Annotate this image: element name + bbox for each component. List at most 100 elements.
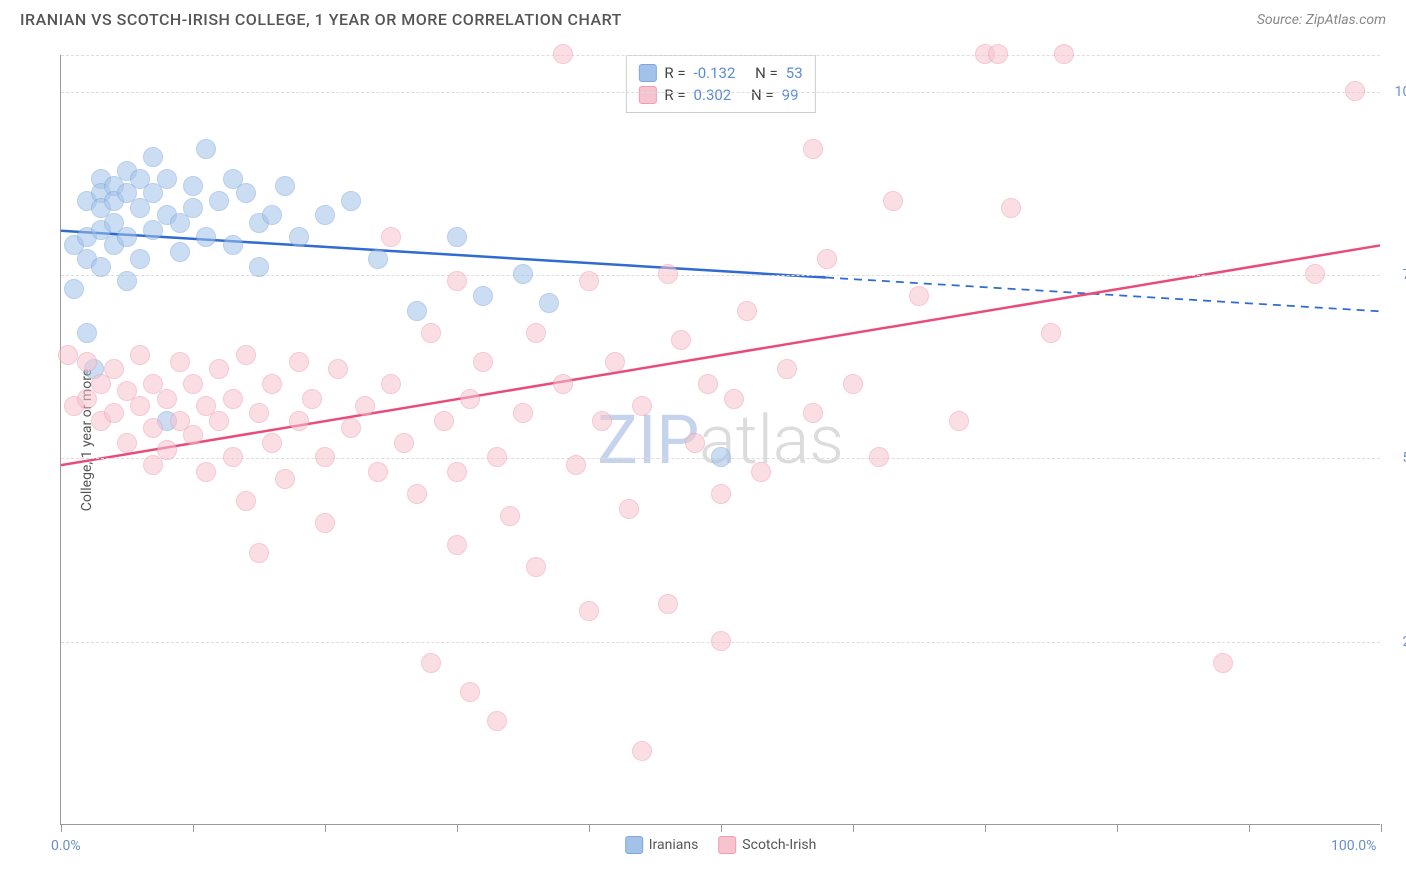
data-point bbox=[447, 271, 467, 291]
data-point bbox=[130, 249, 150, 269]
source-attribution: Source: ZipAtlas.com bbox=[1257, 12, 1386, 28]
legend-label-iranians: Iranians bbox=[649, 837, 699, 853]
data-point bbox=[117, 271, 137, 291]
data-point bbox=[275, 176, 295, 196]
data-point bbox=[249, 257, 269, 277]
legend-item-iranians: Iranians bbox=[625, 836, 699, 854]
data-point bbox=[447, 535, 467, 555]
data-point bbox=[711, 631, 731, 651]
data-point bbox=[407, 301, 427, 321]
data-point bbox=[209, 411, 229, 431]
data-point bbox=[315, 205, 335, 225]
data-point bbox=[949, 411, 969, 431]
data-point bbox=[487, 711, 507, 731]
swatch-scotch-irish bbox=[638, 86, 656, 104]
data-point bbox=[315, 513, 335, 533]
data-point bbox=[381, 227, 401, 247]
data-point bbox=[869, 447, 889, 467]
data-point bbox=[632, 396, 652, 416]
data-point bbox=[817, 249, 837, 269]
data-point bbox=[223, 235, 243, 255]
data-point bbox=[209, 191, 229, 211]
x-tick bbox=[1117, 824, 1118, 832]
data-point bbox=[421, 653, 441, 673]
data-point bbox=[526, 557, 546, 577]
data-point bbox=[262, 205, 282, 225]
x-tick bbox=[193, 824, 194, 832]
data-point bbox=[711, 447, 731, 467]
data-point bbox=[289, 227, 309, 247]
data-point bbox=[737, 301, 757, 321]
chart-title: IRANIAN VS SCOTCH-IRISH COLLEGE, 1 YEAR … bbox=[20, 10, 622, 29]
data-point bbox=[988, 44, 1008, 64]
data-point bbox=[183, 198, 203, 218]
data-point bbox=[500, 506, 520, 526]
stats-r-label: R = bbox=[664, 64, 685, 82]
data-point bbox=[236, 183, 256, 203]
data-point bbox=[751, 462, 771, 482]
x-tick bbox=[325, 824, 326, 832]
data-point bbox=[77, 352, 97, 372]
data-point bbox=[368, 249, 388, 269]
correlation-stats-box: R = -0.132 N = 53 R = 0.302 N = 99 bbox=[625, 55, 815, 113]
data-point bbox=[183, 425, 203, 445]
data-point bbox=[711, 484, 731, 504]
x-tick bbox=[985, 824, 986, 832]
data-point bbox=[157, 169, 177, 189]
data-point bbox=[157, 440, 177, 460]
stats-n-label: N = bbox=[755, 64, 778, 82]
data-point bbox=[223, 447, 243, 467]
data-point bbox=[130, 396, 150, 416]
data-point bbox=[1305, 264, 1325, 284]
data-point bbox=[170, 352, 190, 372]
legend-item-scotch-irish: Scotch-Irish bbox=[718, 836, 816, 854]
data-point bbox=[777, 359, 797, 379]
data-point bbox=[553, 374, 573, 394]
data-point bbox=[553, 44, 573, 64]
data-point bbox=[803, 403, 823, 423]
gridline bbox=[61, 55, 1380, 56]
data-point bbox=[196, 139, 216, 159]
data-point bbox=[223, 389, 243, 409]
data-point bbox=[473, 352, 493, 372]
data-point bbox=[579, 601, 599, 621]
data-point bbox=[579, 271, 599, 291]
data-point bbox=[117, 433, 137, 453]
data-point bbox=[1213, 653, 1233, 673]
data-point bbox=[58, 345, 78, 365]
data-point bbox=[209, 359, 229, 379]
x-tick bbox=[61, 824, 62, 832]
data-point bbox=[249, 403, 269, 423]
data-point bbox=[157, 389, 177, 409]
data-point bbox=[328, 359, 348, 379]
data-point bbox=[1041, 323, 1061, 343]
y-tick-label: 100.0% bbox=[1395, 84, 1406, 100]
y-tick-label: 75.0% bbox=[1402, 267, 1406, 283]
data-point bbox=[671, 330, 691, 350]
data-point bbox=[513, 264, 533, 284]
data-point bbox=[421, 323, 441, 343]
legend-swatch-scotch-irish bbox=[718, 836, 736, 854]
data-point bbox=[434, 411, 454, 431]
x-tick bbox=[589, 824, 590, 832]
data-point bbox=[91, 257, 111, 277]
data-point bbox=[117, 227, 137, 247]
x-tick bbox=[853, 824, 854, 832]
data-point bbox=[632, 741, 652, 761]
data-point bbox=[883, 191, 903, 211]
stats-n-label: N = bbox=[751, 86, 774, 104]
data-point bbox=[1001, 198, 1021, 218]
data-point bbox=[658, 594, 678, 614]
x-tick bbox=[1381, 824, 1382, 832]
data-point bbox=[909, 286, 929, 306]
legend-label-scotch-irish: Scotch-Irish bbox=[742, 837, 816, 853]
data-point bbox=[196, 227, 216, 247]
data-point bbox=[513, 403, 533, 423]
y-tick-label: 25.0% bbox=[1402, 634, 1406, 650]
data-point bbox=[249, 543, 269, 563]
data-point bbox=[566, 455, 586, 475]
data-point bbox=[262, 433, 282, 453]
data-point bbox=[104, 403, 124, 423]
data-point bbox=[143, 147, 163, 167]
bottom-legend: Iranians Scotch-Irish bbox=[625, 836, 817, 854]
